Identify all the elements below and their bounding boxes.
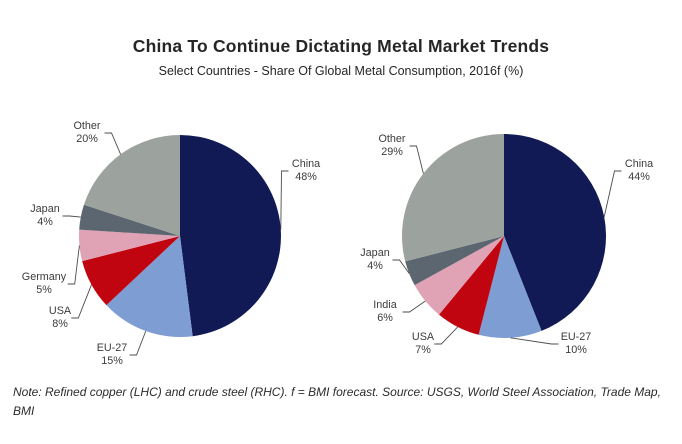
pie-slice-usa xyxy=(82,236,180,306)
slice-label-name: China xyxy=(625,158,653,170)
leader-line-china xyxy=(280,170,289,230)
slice-label-value: 20% xyxy=(76,133,98,145)
slice-label-name: EU-27 xyxy=(561,331,592,343)
pie-slice-germany xyxy=(78,229,180,262)
pie-slice-japan xyxy=(405,236,504,286)
slice-label-value: 10% xyxy=(565,344,587,356)
slice-label-name: USA xyxy=(412,331,435,343)
pie-chart-refined-copper: China 48% EU-27 15% USA 8% Germany 5% Japan 4% Oth… xyxy=(0,105,341,375)
slice-label-value: 8% xyxy=(52,318,68,330)
source-note: Note: Refined copper (LHC) and crude ste… xyxy=(13,385,661,419)
leader-line-other xyxy=(104,132,122,155)
leader-line-usa xyxy=(71,284,92,319)
pie-slice-japan xyxy=(79,204,180,236)
pie-slice-other xyxy=(401,134,504,262)
leader-line-japan xyxy=(392,259,410,274)
slice-label-value: 15% xyxy=(101,355,123,367)
leader-line-india xyxy=(402,300,426,313)
slice-label-value: 4% xyxy=(367,260,383,272)
slice-label-name: Other xyxy=(378,133,405,145)
pie-slice-usa xyxy=(438,236,504,335)
slice-label-value: 29% xyxy=(381,146,403,158)
slice-label-value: 6% xyxy=(377,312,393,324)
slice-label-name: China xyxy=(292,158,320,170)
leader-line-other xyxy=(409,145,424,174)
leader-line-eu-27 xyxy=(510,337,559,345)
chart-subtitle: Select Countries - Share Of Global Metal… xyxy=(158,64,524,78)
pie-slice-india xyxy=(414,236,504,315)
pie-chart-crude-steel: China 44% EU-27 10% USA 7% India 6% Japan 4% Other… xyxy=(341,105,682,375)
slice-label-name: Japan xyxy=(30,203,59,215)
slice-label-value: 44% xyxy=(628,171,650,183)
slice-label-name: EU-27 xyxy=(97,342,128,354)
slice-label-value: 48% xyxy=(295,171,317,183)
slice-label-value: 7% xyxy=(415,344,431,356)
leader-line-usa xyxy=(434,326,459,345)
charts-row: China 48% EU-27 15% USA 8% Germany 5% Japan 4% Oth… xyxy=(0,105,682,375)
slice-label-name: Japan xyxy=(360,247,389,259)
pie-slice-china xyxy=(180,135,281,337)
leader-line-eu-27 xyxy=(129,330,147,356)
pie-slice-other xyxy=(83,135,180,236)
slice-label-value: 5% xyxy=(36,284,52,296)
leader-line-japan xyxy=(62,215,81,218)
slice-label-name: Other xyxy=(73,120,100,132)
leader-line-germany xyxy=(67,245,80,285)
slice-label-name: India xyxy=(373,299,396,311)
pie-slice-eu-27 xyxy=(106,236,193,337)
pie-slice-eu-27 xyxy=(478,236,542,339)
slice-label-value: 4% xyxy=(37,216,53,228)
chart-title: China To Continue Dictating Metal Market… xyxy=(132,36,550,56)
leader-line-china xyxy=(603,170,622,217)
pie-slice-china xyxy=(504,134,607,331)
slice-label-name: Germany xyxy=(22,271,67,283)
slice-label-name: USA xyxy=(49,305,72,317)
